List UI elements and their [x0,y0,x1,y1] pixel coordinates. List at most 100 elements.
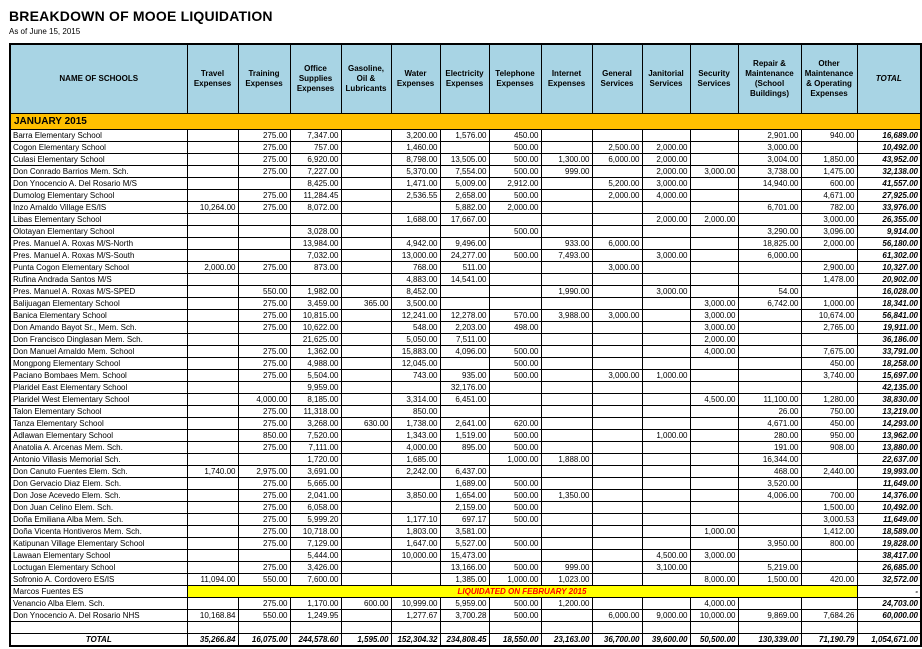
value-cell: 1,519.00 [439,428,490,442]
value-cell [439,140,490,154]
value-cell [737,368,802,382]
value-cell: 5,050.00 [390,332,441,346]
value-cell: 4,500.00 [641,548,691,562]
value-cell: 275.00 [237,128,291,142]
row-total-cell: 38,417.00 [856,548,922,562]
row-total-cell: 20,902.00 [856,272,922,286]
value-cell: 3,000.00 [689,548,739,562]
value-cell [340,608,392,622]
value-cell: 935.00 [439,368,490,382]
value-cell [591,224,643,238]
value-cell: 999.00 [540,164,593,178]
value-cell: 500.00 [488,536,542,550]
value-cell [641,320,691,334]
value-cell: 10,718.00 [289,524,342,538]
value-cell [186,224,239,238]
value-cell: 8,185.00 [289,392,342,406]
value-cell [591,404,643,418]
value-cell: 4,096.00 [439,344,490,358]
value-cell: 6,451.00 [439,392,490,406]
value-cell [540,332,593,346]
value-cell [186,524,239,538]
value-cell: 600.00 [340,596,392,610]
value-cell: 3,459.00 [289,296,342,310]
value-cell: 14,940.00 [737,176,802,190]
value-cell: 6,000.00 [591,152,643,166]
row-total-cell: 19,993.00 [856,464,922,478]
value-cell [641,308,691,322]
value-cell: 11,318.00 [289,404,342,418]
value-cell [689,416,739,430]
value-cell: 275.00 [237,416,291,430]
col-header-name-of-schools: NAME OF SCHOOLS [9,43,188,114]
value-cell: 15,883.00 [390,344,441,358]
value-cell [591,380,643,394]
value-cell [340,344,392,358]
value-cell [340,368,392,382]
value-cell [186,164,239,178]
school-name-cell: Doña Vicenta Hontiveros Mem. Sch. [9,524,188,538]
value-cell [390,560,441,574]
value-cell [186,368,239,382]
value-cell: 757.00 [289,140,342,154]
value-cell [737,524,802,538]
row-total-cell: 33,976.00 [856,200,922,214]
row-total-cell: 15,697.00 [856,368,922,382]
value-cell [689,404,739,418]
value-cell: 7,600.00 [289,572,342,586]
value-cell [540,356,593,370]
value-cell [340,536,392,550]
value-cell: 768.00 [390,260,441,274]
value-cell: 498.00 [488,320,542,334]
value-cell: 14,541.00 [439,272,490,286]
school-name-cell: Tanza Elementary School [9,416,188,430]
value-cell [340,620,392,634]
col-header-gasoline: Gasoline, Oil & Lubricants [340,43,392,114]
value-cell [186,212,239,226]
school-name-cell: Cogon Elementary School [9,140,188,154]
row-total-cell: 43,952.00 [856,152,922,166]
value-cell: 1,000.00 [641,428,691,442]
page-title: BREAKDOWN OF MOOE LIQUIDATION [9,8,273,24]
value-cell: 500.00 [488,164,542,178]
value-cell: 3,000.00 [689,164,739,178]
value-cell [737,380,802,394]
table-row: Don Conrado Barrios Mem. Sch. 275.00 7,227… [9,164,922,178]
value-cell [186,620,239,634]
value-cell [737,212,802,226]
value-cell: 275.00 [237,500,291,514]
value-cell [340,452,392,466]
value-cell [540,464,593,478]
value-cell: 13,984.00 [289,236,342,250]
school-name-cell: Plaridel East Elementary School [9,380,188,394]
value-cell [340,464,392,478]
value-cell: 2,000.00 [488,200,542,214]
row-total-cell: 10,492.00 [856,500,922,514]
value-cell: 275.00 [237,320,291,334]
value-cell [439,284,490,298]
row-total-cell: 61,302.00 [856,248,922,262]
value-cell: 908.00 [800,440,858,454]
row-total-cell: 22,637.00 [856,452,922,466]
mooe-liquidation-table: NAME OF SCHOOLS Travel Expenses Training… [9,43,922,647]
value-cell [689,176,739,190]
value-cell [540,548,593,562]
value-cell: 3,988.00 [540,308,593,322]
row-total-cell: 13,962.00 [856,428,922,442]
value-cell [641,500,691,514]
value-cell: 21,625.00 [289,332,342,346]
value-cell [689,152,739,166]
value-cell: 600.00 [800,176,858,190]
value-cell [488,524,542,538]
school-name-cell: Pres. Manuel A. Roxas M/S-North [9,236,188,250]
school-name-cell: Pres. Manuel A. Roxas M/S-South [9,248,188,262]
value-cell: 1,500.00 [800,500,858,514]
row-total-cell: 26,685.00 [856,560,922,574]
value-cell: 275.00 [237,512,291,526]
value-cell: 1,850.00 [800,152,858,166]
value-cell [340,272,392,286]
value-cell [737,332,802,346]
value-cell: 3,000.00 [737,140,802,154]
value-cell [237,620,291,634]
value-cell: 10,000.00 [689,608,739,622]
